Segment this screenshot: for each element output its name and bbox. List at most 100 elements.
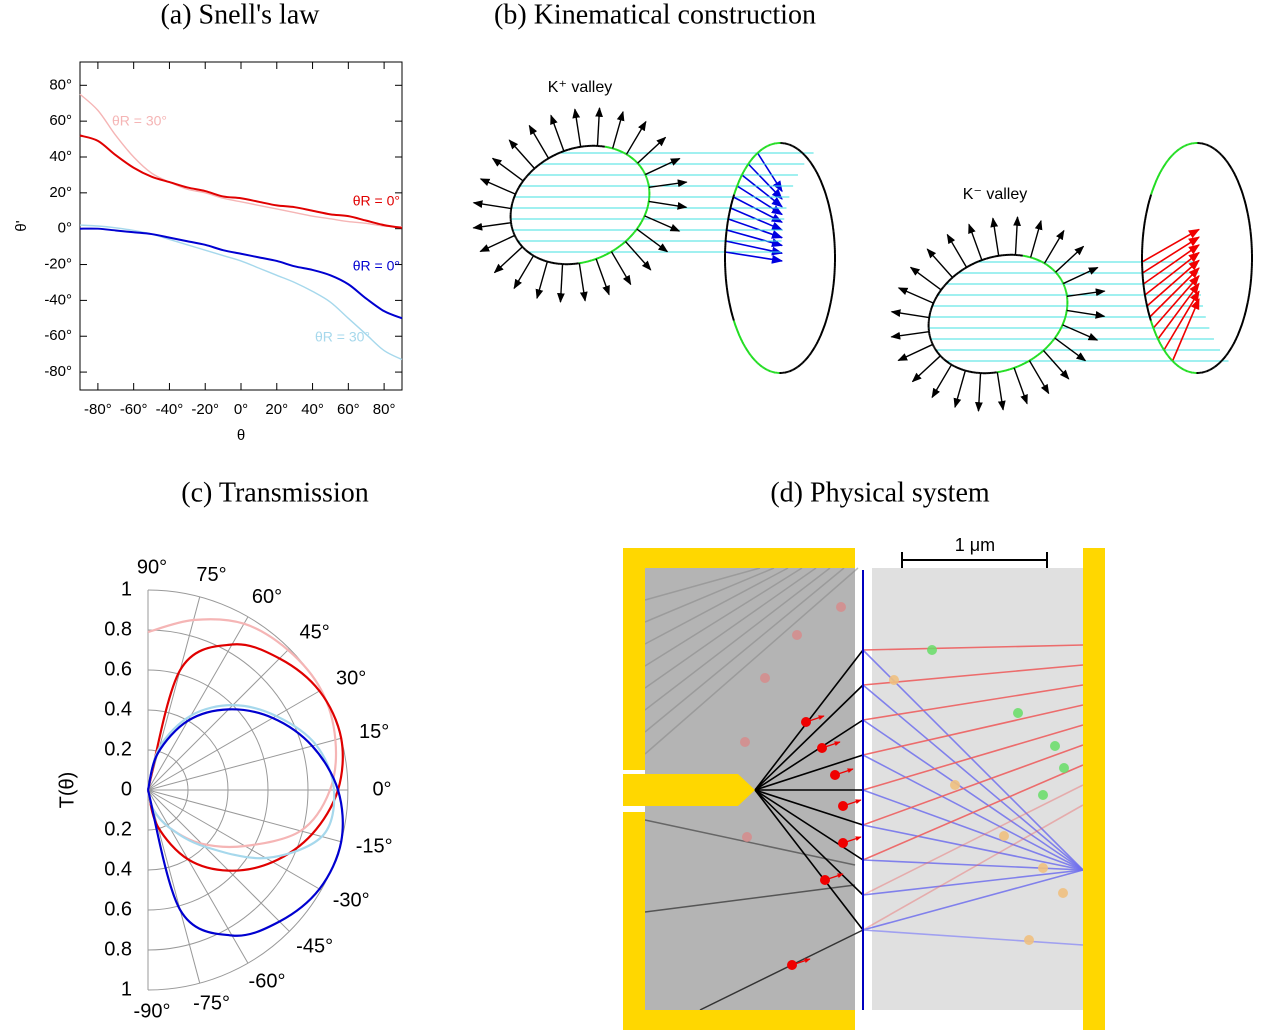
theta-tick-label: -90° xyxy=(134,1000,171,1022)
grid-spoke xyxy=(148,790,321,890)
x-tick-label: -80° xyxy=(84,401,112,418)
theta-tick-label: -15° xyxy=(356,836,393,858)
theta-tick-label: 15° xyxy=(359,721,389,743)
hole-orange xyxy=(1058,888,1068,898)
r-tick-label: 0.8 xyxy=(104,618,132,640)
normal-arrow xyxy=(1045,231,1064,264)
hole-green xyxy=(1013,708,1023,718)
normal-arrow xyxy=(932,365,951,398)
contact xyxy=(623,548,855,568)
normal-arrow xyxy=(613,112,623,149)
transmission-curve xyxy=(148,705,334,858)
r-tick-label: 0.2 xyxy=(104,738,132,760)
contact xyxy=(623,548,645,770)
normal-arrow xyxy=(1031,221,1041,258)
normal-arrow xyxy=(899,288,934,303)
normal-arrow xyxy=(597,108,599,146)
hole-orange xyxy=(889,675,899,685)
region-right xyxy=(872,568,1083,1010)
normal-arrow xyxy=(645,216,680,231)
contact xyxy=(623,1010,855,1030)
x-tick-label: -60° xyxy=(120,401,148,418)
grid-spoke xyxy=(148,649,289,790)
electron-faded xyxy=(760,673,770,683)
theta-tick-label: -75° xyxy=(193,993,230,1015)
theta-tick-label: 45° xyxy=(300,621,330,643)
hole-orange xyxy=(1038,863,1048,873)
y-axis-label: θ' xyxy=(13,220,30,231)
normal-arrow xyxy=(625,241,650,269)
page: (a) Snell's law (b) Kinematical construc… xyxy=(0,0,1265,1034)
normal-arrow xyxy=(1015,217,1017,255)
normal-arrow xyxy=(596,259,609,295)
normal-arrow xyxy=(1055,338,1086,361)
x-tick-label: -20° xyxy=(191,401,219,418)
x-axis-label: θ xyxy=(237,427,245,444)
r-tick-label: 0.8 xyxy=(104,938,132,960)
contact xyxy=(623,812,645,1030)
hole-orange xyxy=(950,780,960,790)
theta-tick-label: -30° xyxy=(333,889,370,911)
transmission-curve xyxy=(148,619,336,847)
normal-arrow xyxy=(913,356,941,382)
velocity-arrow xyxy=(1143,245,1199,284)
x-tick-label: 80° xyxy=(373,401,396,418)
electron-faded xyxy=(742,832,752,842)
injector xyxy=(623,774,755,806)
velocity-arrow xyxy=(1145,253,1199,295)
electron-faded xyxy=(792,630,802,640)
normal-arrow xyxy=(537,262,547,299)
hole-green xyxy=(1050,741,1060,751)
figure: (a) Snell's law (b) Kinematical construc… xyxy=(0,0,1265,1034)
normal-arrow xyxy=(1056,246,1084,272)
normal-arrow xyxy=(1014,368,1027,404)
grid-spoke xyxy=(148,597,200,790)
normal-arrow xyxy=(1063,325,1098,340)
normal-arrow xyxy=(514,256,533,289)
normal-arrow xyxy=(480,235,514,251)
y-tick-label: 80° xyxy=(49,76,72,93)
caption: (c) Transmission xyxy=(181,477,368,508)
velocity-arrow xyxy=(728,219,782,238)
theta-tick-label: 0° xyxy=(372,778,391,800)
series-label: θR = 30° xyxy=(112,113,167,129)
normal-arrow xyxy=(1067,310,1105,316)
y-tick-label: 60° xyxy=(49,112,72,129)
y-tick-label: 40° xyxy=(49,148,72,165)
normal-arrow xyxy=(579,263,585,301)
normal-arrow xyxy=(611,252,630,285)
hole-green xyxy=(1038,790,1048,800)
valley-label: K⁺ valley xyxy=(548,79,612,96)
r-tick-label: 1 xyxy=(121,978,132,1000)
normal-arrow xyxy=(473,223,511,228)
y-tick-label: -40° xyxy=(44,291,72,308)
velocity-arrow xyxy=(1147,260,1199,306)
normal-arrow xyxy=(481,179,516,194)
normal-arrow xyxy=(474,203,512,209)
normal-arrow xyxy=(892,312,930,318)
theta-tick-label: 30° xyxy=(336,667,366,689)
normal-arrow xyxy=(978,373,980,411)
y-tick-label: 0° xyxy=(58,220,72,237)
y-tick-label: -20° xyxy=(44,256,72,273)
series-label: θR = 0° xyxy=(353,193,400,209)
velocity-arrow xyxy=(1142,229,1199,262)
normal-arrow xyxy=(649,201,687,207)
series-label: θR = 0° xyxy=(353,258,400,274)
y-tick-label: -60° xyxy=(44,327,72,344)
electron-faded xyxy=(740,737,750,747)
theta-tick-label: 75° xyxy=(196,564,226,586)
theta-tick-label: -60° xyxy=(249,971,286,993)
normal-arrow xyxy=(891,332,929,337)
normal-arrow xyxy=(993,218,999,256)
normal-arrow xyxy=(1063,268,1097,284)
normal-arrow xyxy=(927,249,952,277)
caption: (d) Physical system xyxy=(770,477,990,508)
x-tick-label: 0° xyxy=(234,401,248,418)
normal-arrow xyxy=(560,264,562,302)
hole-green xyxy=(927,645,937,655)
normal-arrow xyxy=(575,109,581,147)
normal-arrow xyxy=(493,158,524,181)
normal-arrow xyxy=(638,137,666,163)
x-tick-label: 20° xyxy=(265,401,288,418)
